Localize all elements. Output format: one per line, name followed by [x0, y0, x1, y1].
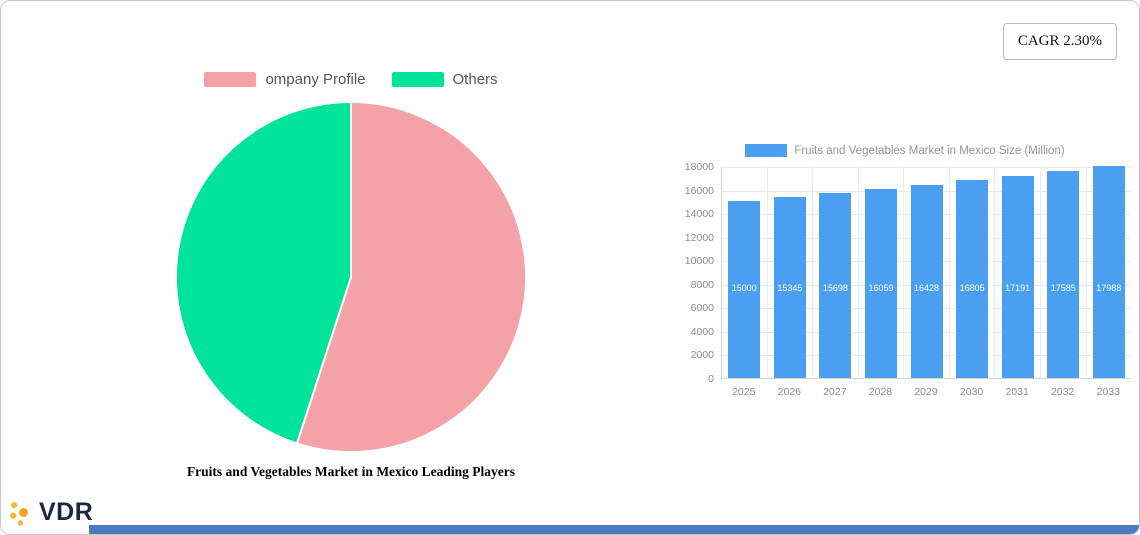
- bar-value-label: 16805: [959, 283, 985, 293]
- bar-column-2030: 16805: [950, 167, 996, 378]
- bar-column-2025: 15000: [722, 167, 768, 378]
- bar-2032: 17585: [1047, 170, 1080, 378]
- bar-value-label: 16059: [868, 283, 894, 293]
- vdr-logo: VDR: [9, 498, 93, 527]
- pie-chart-section: ompany Profile Others Fruits and Vegetabl…: [61, 71, 641, 480]
- bar-value-label: 15000: [731, 283, 757, 293]
- bar-2030: 16805: [956, 180, 989, 378]
- bar-chart: 0 2000 4000 6000 8000 10000 12000 14000 16000 180…: [679, 161, 1132, 385]
- bar-column-2026: 15345: [768, 167, 814, 378]
- bar-value-label: 17988: [1096, 283, 1122, 293]
- y-tick-label: 16000: [684, 184, 714, 197]
- pie-chart-title: Fruits and Vegetables Market in Mexico L…: [186, 464, 516, 479]
- footer-accent-bar: [89, 525, 1139, 534]
- bar-2033: 17988: [1092, 166, 1125, 378]
- x-tick-label: 2025: [732, 386, 756, 398]
- y-tick-label: 6000: [690, 302, 714, 315]
- bar-column-2027: 15698: [813, 167, 859, 378]
- pie-slice-0: [295, 100, 528, 454]
- x-tick-label: 2029: [914, 386, 938, 398]
- x-tick-label: 2033: [1096, 386, 1120, 398]
- bar-column-2033: 17988: [1087, 166, 1132, 378]
- x-tick-label: 2027: [823, 386, 847, 398]
- bar-value-label: 17191: [1005, 283, 1031, 293]
- bar-plot-area: 15000 15345 15698 16059 16428 16805 17191 17585…: [721, 166, 1132, 379]
- bar-value-label: 15698: [822, 283, 848, 293]
- legend-swatch: [204, 72, 257, 87]
- bar-x-axis: 2025 2026 2027 2028 2029 2030 2031 2032 2033: [721, 386, 1131, 398]
- x-tick-label: 2030: [959, 386, 984, 398]
- bar-y-axis: 0 2000 4000 6000 8000 10000 12000 14000 16000 180…: [679, 161, 721, 385]
- x-tick-label: 2032: [1051, 386, 1075, 398]
- bar-column-2028: 16059: [859, 167, 905, 378]
- y-tick-label: 8000: [690, 278, 714, 291]
- bar-columns: 15000 15345 15698 16059 16428 16805 17191 17585…: [722, 166, 1132, 378]
- x-tick-label: 2026: [777, 386, 802, 398]
- pie-slice-1: [174, 100, 352, 445]
- y-tick-label: 14000: [684, 208, 714, 221]
- legend-label: ompany Profile: [265, 71, 366, 88]
- cagr-badge: CAGR 2.30%: [1002, 23, 1117, 60]
- bar-legend-label: Fruits and Vegetables Market in Mexico S…: [794, 144, 1065, 157]
- bar-value-label: 15345: [777, 283, 803, 293]
- bar-2028: 16059: [864, 188, 897, 378]
- y-tick-label: 4000: [690, 325, 714, 338]
- bar-chart-section: Fruits and Vegetables Market in Mexico S…: [679, 144, 1131, 398]
- x-tick-label: 2031: [1005, 386, 1029, 398]
- y-tick-label: 10000: [684, 255, 714, 268]
- bar-value-label: 17585: [1050, 283, 1076, 293]
- vdr-logo-icon: [10, 502, 28, 526]
- pie-legend-item: ompany Profile: [204, 71, 366, 88]
- bar-2027: 15698: [819, 193, 852, 378]
- bar-2029: 16428: [910, 184, 943, 378]
- gridline: [722, 167, 1131, 168]
- bar-2031: 17191: [1001, 175, 1034, 378]
- bar-column-2032: 17585: [1041, 167, 1087, 378]
- vdr-logo-text: VDR: [39, 498, 94, 526]
- bar-column-2031: 17191: [995, 167, 1041, 378]
- pie-legend-item: Others: [391, 71, 498, 88]
- y-tick-label: 18000: [684, 161, 714, 173]
- pie-chart: [174, 100, 528, 454]
- bar-legend: Fruits and Vegetables Market in Mexico S…: [679, 144, 1131, 157]
- y-tick-label: 0: [708, 373, 714, 385]
- legend-label: Others: [452, 71, 498, 88]
- bar-legend-swatch: [745, 144, 788, 157]
- y-tick-label: 2000: [690, 349, 714, 362]
- legend-swatch: [391, 72, 444, 87]
- bar-2026: 15345: [773, 197, 806, 378]
- bar-2025: 15000: [728, 201, 761, 378]
- x-tick-label: 2028: [868, 386, 893, 398]
- y-tick-label: 12000: [684, 231, 714, 244]
- pie-legend: ompany Profile Others: [204, 71, 498, 88]
- bar-value-label: 16428: [914, 283, 940, 293]
- bar-column-2029: 16428: [904, 167, 950, 378]
